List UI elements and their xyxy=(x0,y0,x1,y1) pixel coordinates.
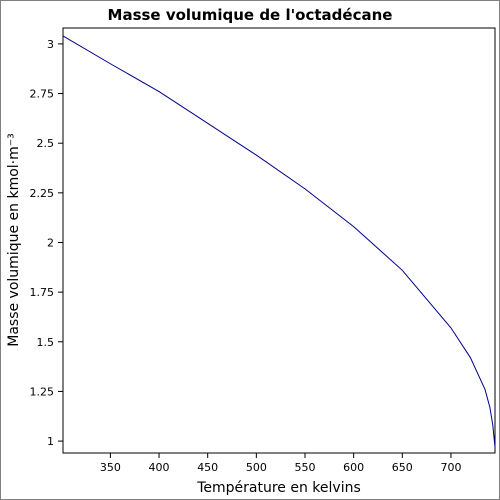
x-tick-label: 350 xyxy=(100,461,121,474)
x-tick-label: 650 xyxy=(392,461,413,474)
x-tick-label: 450 xyxy=(197,461,218,474)
x-tick-label: 600 xyxy=(343,461,364,474)
x-tick-label: 550 xyxy=(294,461,315,474)
y-tick-label: 2.25 xyxy=(30,187,55,200)
y-tick-label: 2.5 xyxy=(37,137,55,150)
plot-area xyxy=(62,27,496,454)
y-tick-label: 1 xyxy=(47,435,54,448)
y-tick-label: 3 xyxy=(47,38,54,51)
x-axis-label: Température en kelvins xyxy=(196,480,361,496)
y-tick-label: 2 xyxy=(47,236,54,249)
x-tick-label: 700 xyxy=(440,461,461,474)
density-curve xyxy=(62,35,496,448)
y-tick-label: 2.75 xyxy=(30,88,55,101)
x-tick-label: 500 xyxy=(246,461,267,474)
y-axis-label: Masse volumique en kmol·m⁻³ xyxy=(6,133,22,347)
chart-title: Masse volumique de l'octadécane xyxy=(108,6,393,24)
y-tick-label: 1.25 xyxy=(30,385,55,398)
x-axis: 350 400 450 500 550 600 650 700 xyxy=(100,453,461,474)
x-tick-label: 400 xyxy=(149,461,170,474)
y-tick-label: 1.5 xyxy=(37,336,55,349)
y-tick-label: 1.75 xyxy=(30,286,55,299)
y-axis: 1 1.25 1.5 1.75 2 2.25 2.5 2.75 3 xyxy=(30,38,63,448)
